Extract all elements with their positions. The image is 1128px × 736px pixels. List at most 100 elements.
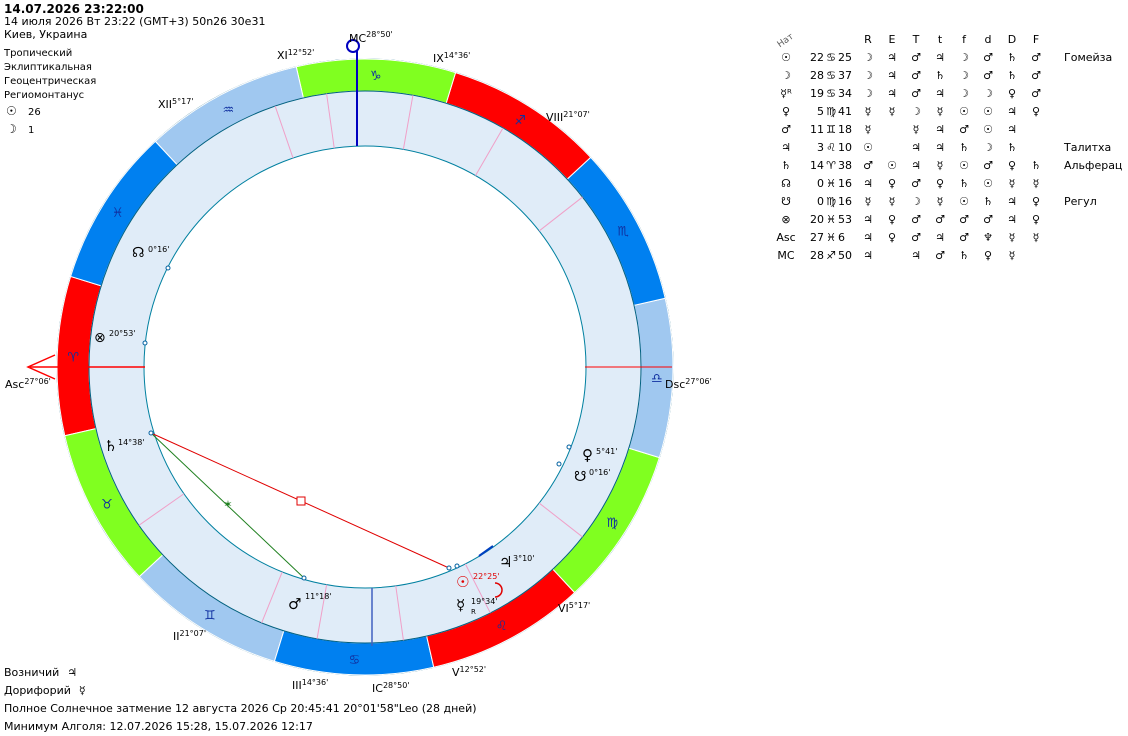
chart-date-coords: 14 июля 2026 Вт 23:22 (GMT+3) 50n26 30e3… [4,15,266,28]
row-dignity-cell: ☿ [864,104,872,118]
row-dignity-cell: ☿ [864,122,872,136]
row-fixed-star [1048,102,1122,120]
sign-glyph-icon: ♌ [496,619,508,634]
row-dignity-cell: ♂ [1031,50,1041,64]
row-planet-glyph: ♃ [781,140,791,154]
table-row: ⊗ 20 ♓ 53 ♃ ♀ ♂ ♂ ♂ ♂ ♃ ♀ [770,210,1122,228]
planet-points [142,265,572,581]
row-minutes: 16 [838,194,852,208]
house-cusp-line [395,585,404,641]
row-dignity-cell: ☽ [983,86,993,100]
row-dignity-cell: ☉ [959,158,969,172]
sign-glyph-icon: ♎ [651,372,663,387]
row-dignity-cell: ☽ [863,86,873,100]
row-dignity-cell: ☿ [888,194,896,208]
table-body: ☉ 22 ♋ 25 ☽ ♃ ♂ ♃ ☽ ♂ ♄ ♂ Гомейза ☽ 28 ♋ 37 ☽ ♃ ♂ ♄ ☽ ♂ ♄ ♂ ☿ᴿ 19 ♋… [770,48,1122,264]
row-sign-icon: ♌ [826,140,836,154]
row-planet-glyph: MC [777,248,795,262]
row-dignity-cell: ♃ [1007,122,1017,136]
asc-arrow [26,354,56,380]
row-dignity-cell: ♂ [863,158,873,172]
row-degree: 3 [817,140,824,154]
chart-datetime: 14.07.2026 23:22:00 [4,2,144,16]
planet-cluster-tick [478,545,494,557]
row-minutes: 10 [838,140,852,154]
row-planet-glyph: ♀ [781,104,791,118]
row-dignity-cell: ♄ [983,194,993,208]
row-dignity-cell: ♀ [1031,104,1041,118]
row-dignity-cell: ♃ [887,68,897,82]
moon-value: 1 [28,125,35,136]
row-dignity-cell: ☿ [936,194,944,208]
moon-icon: ☽ [6,122,17,136]
row-dignity-cell: ♃ [863,212,873,226]
row-dignity-cell: ♃ [935,140,945,154]
chart-location: Киев, Украина [4,28,88,41]
row-dignity-cell: ☿ [1032,176,1040,190]
row-dignity-cell: ☿ [1008,230,1016,244]
row-dignity-cell: ☉ [983,122,993,136]
row-dignity-cell [1024,120,1048,138]
sun-icon: ☉ [6,104,17,118]
saturn-glyph: ♄ [104,437,117,455]
row-planet-glyph: ♂ [781,122,791,136]
table-row: ☿ᴿ 19 ♋ 34 ☽ ♃ ♂ ♃ ☽ ☽ ♀ ♂ [770,84,1122,102]
row-degree: 14 [810,158,824,172]
zodiac-sign-segments: ♈ ♉ ♊ ♋ ♌ ♍ ♎ ♏ ♐ ♑ ♒ ♓ [56,58,674,676]
sign-glyph-icon: ♐ [514,114,526,129]
row-degree: 5 [817,104,824,118]
mercury-degree: 19°34' [471,597,498,606]
house-cusp-line [261,571,283,624]
header-t-upper: T [912,32,920,46]
row-dignity-cell: ♃ [863,230,873,244]
row-dignity-cell: ☽ [959,86,969,100]
row-degree: 22 [810,50,824,64]
row-planet-glyph: ☿ᴿ [780,86,792,100]
row-minutes: 34 [838,86,852,100]
row-dignity-cell: ♃ [911,248,921,262]
table-row: ☊ 0 ♓ 16 ♃ ♀ ♂ ♀ ♄ ☉ ☿ ☿ [770,174,1122,192]
vozn-line: Возничий ♃ [4,664,77,682]
row-minutes: 6 [838,230,845,244]
row-dignity-cell: ♃ [863,248,873,262]
zodiac-type: Тропический [4,48,73,59]
row-dignity-cell: ☽ [863,68,873,82]
planet-labels: ☊ 0°16' ⊗ 20°53' ♄ 14°38' ♀ 5°41' ☋ 0°16… [94,245,617,616]
part-of-fortune-glyph: ⊗ [94,330,106,346]
row-dignity-cell: ☽ [863,50,873,64]
row-planet-glyph: ☊ [781,176,791,190]
row-dignity-cell: ♂ [983,68,993,82]
row-dignity-cell: ☿ [864,194,872,208]
row-dignity-cell: ☉ [983,176,993,190]
row-degree: 20 [810,212,824,226]
ic-label: IC28°50' [372,681,410,695]
row-dignity-cell: ☽ [983,140,993,154]
header-r: R [864,32,872,46]
row-dignity-cell: ☉ [959,194,969,208]
row-dignity-cell [880,246,904,264]
row-degree: 28 [810,248,824,262]
row-fixed-star: Гомейза [1064,50,1113,64]
sign-glyph-icon: ♒ [223,103,235,118]
row-dignity-cell: ☿ [936,104,944,118]
row-minutes: 18 [838,122,852,136]
row-dignity-cell: ♀ [1031,194,1041,208]
mc-marker [346,39,360,53]
header-t-lower: t [937,32,943,46]
house-cusp-line [538,502,583,538]
row-minutes: 38 [838,158,852,172]
row-dignity-cell: ☿ [912,122,920,136]
sun-degree: 22°25' [473,572,500,581]
row-minutes: 50 [838,248,852,262]
row-dignity-cell: ♃ [911,140,921,154]
row-dignity-cell: ☿ [1032,230,1040,244]
house-cusp-line [402,95,414,150]
row-dignity-cell: ♂ [911,230,921,244]
row-dignity-cell: ☿ [888,104,896,118]
row-dignity-cell: ♂ [983,212,993,226]
cusp-iii-label: III14°36' [292,678,328,692]
row-fixed-star: Талитха [1064,140,1112,154]
row-planet-glyph: ☋ [781,194,791,208]
row-dignity-cell: ♃ [887,50,897,64]
